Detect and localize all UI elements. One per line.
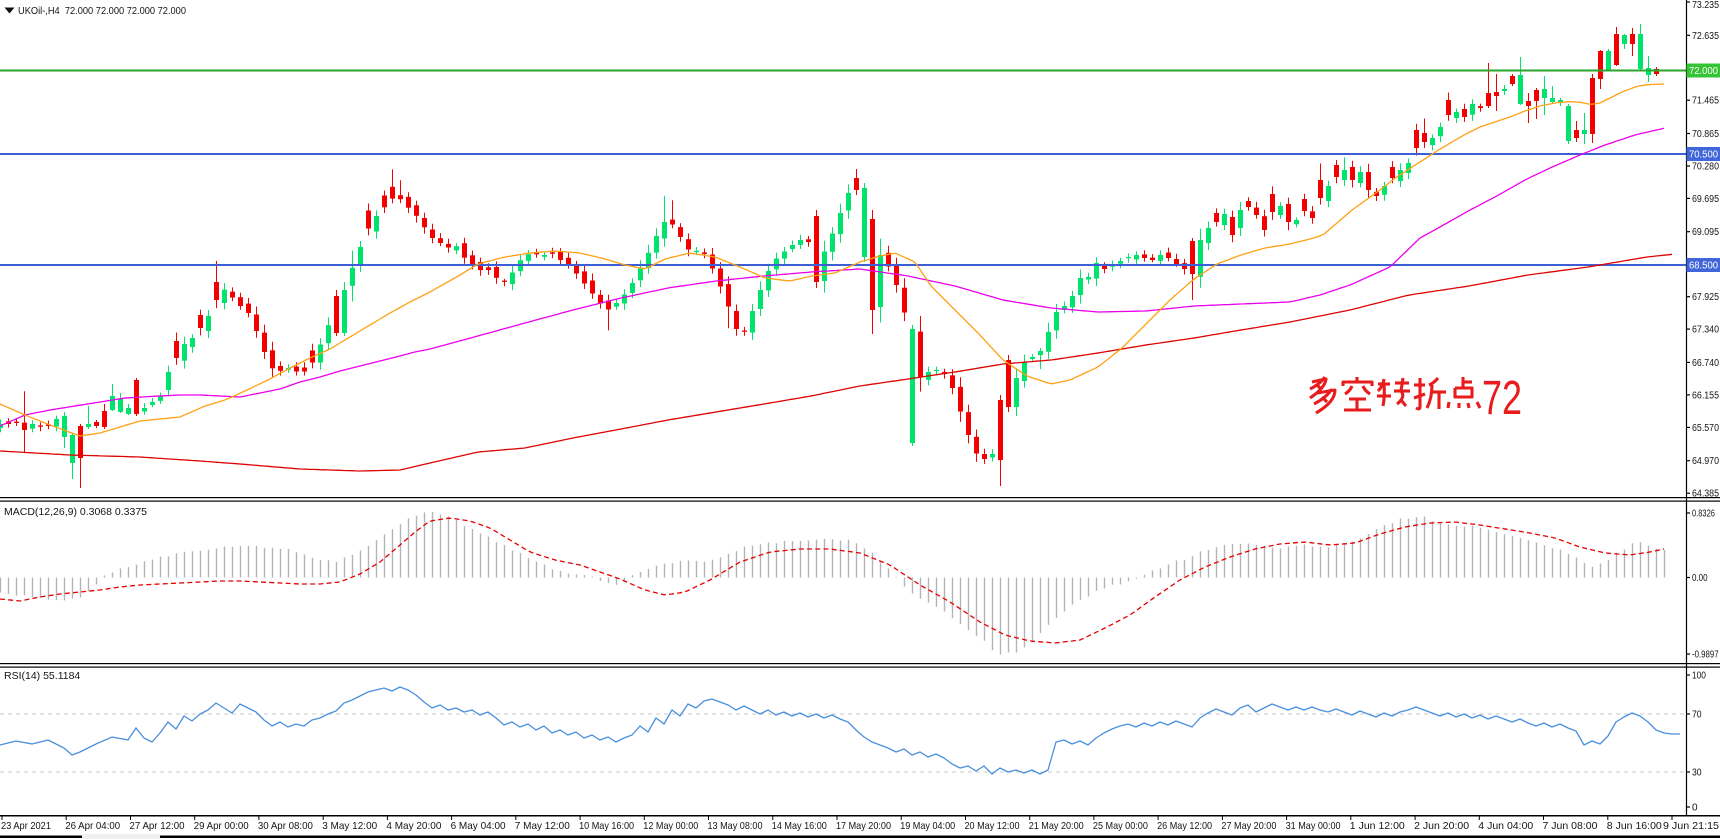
svg-text:9 Jun 21:15: 9 Jun 21:15: [1663, 820, 1719, 832]
svg-text:72.635: 72.635: [1692, 31, 1719, 42]
svg-text:31 May 00:00: 31 May 00:00: [1286, 820, 1341, 832]
svg-text:0.8326: 0.8326: [1692, 509, 1715, 520]
svg-text:64.970: 64.970: [1692, 456, 1719, 467]
svg-text:13 May 08:00: 13 May 08:00: [708, 820, 763, 832]
svg-text:14 May 16:00: 14 May 16:00: [772, 820, 827, 832]
svg-text:66.155: 66.155: [1692, 390, 1719, 401]
svg-text:6 May 04:00: 6 May 04:00: [451, 820, 506, 832]
svg-text:67.340: 67.340: [1692, 325, 1719, 336]
svg-text:4 Jun 04:00: 4 Jun 04:00: [1478, 820, 1533, 832]
svg-text:71.465: 71.465: [1692, 96, 1719, 107]
svg-text:30: 30: [1692, 768, 1702, 779]
svg-text:69.695: 69.695: [1692, 194, 1719, 205]
svg-text:21 May 20:00: 21 May 20:00: [1029, 820, 1084, 832]
svg-text:4 May 20:00: 4 May 20:00: [386, 820, 441, 832]
svg-text:70.865: 70.865: [1692, 129, 1719, 140]
svg-text:69.095: 69.095: [1692, 227, 1719, 238]
svg-text:70.280: 70.280: [1692, 162, 1719, 173]
svg-text:0: 0: [1692, 803, 1698, 814]
svg-text:25 May 00:00: 25 May 00:00: [1093, 820, 1148, 832]
svg-text:66.740: 66.740: [1692, 358, 1719, 369]
svg-text:3 May 12:00: 3 May 12:00: [322, 820, 377, 832]
svg-text:RSI(14) 55.1184: RSI(14) 55.1184: [4, 670, 80, 682]
svg-text:27 Apr 12:00: 27 Apr 12:00: [130, 820, 185, 832]
svg-text:64.385: 64.385: [1692, 489, 1719, 500]
svg-text:1 Jun 12:00: 1 Jun 12:00: [1350, 820, 1405, 832]
svg-text:12 May 00:00: 12 May 00:00: [643, 820, 698, 832]
svg-text:65.570: 65.570: [1692, 423, 1719, 434]
svg-text:26 May 12:00: 26 May 12:00: [1157, 820, 1212, 832]
svg-text:19 May 04:00: 19 May 04:00: [900, 820, 955, 832]
svg-text:7 Jun 08:00: 7 Jun 08:00: [1543, 820, 1598, 832]
svg-text:67.925: 67.925: [1692, 292, 1719, 303]
svg-text:MACD(12,26,9) 0.3068 0.3375: MACD(12,26,9) 0.3068 0.3375: [4, 506, 147, 518]
svg-text:2 Jun 20:00: 2 Jun 20:00: [1414, 820, 1469, 832]
svg-text:23 Apr 2021: 23 Apr 2021: [1, 820, 51, 832]
svg-text:8 Jun 16:00: 8 Jun 16:00: [1607, 820, 1662, 832]
svg-text:0.00: 0.00: [1692, 573, 1708, 584]
svg-text:7 May 12:00: 7 May 12:00: [515, 820, 570, 832]
svg-text:26 Apr 04:00: 26 Apr 04:00: [65, 820, 120, 832]
svg-text:10 May 16:00: 10 May 16:00: [579, 820, 634, 832]
svg-text:68.500: 68.500: [1689, 261, 1718, 272]
svg-text:100: 100: [1692, 671, 1706, 682]
svg-text:70.500: 70.500: [1689, 150, 1718, 161]
svg-text:73.235: 73.235: [1692, 0, 1719, 11]
svg-text:20 May 12:00: 20 May 12:00: [965, 820, 1020, 832]
svg-text:-0.9897: -0.9897: [1692, 650, 1719, 661]
svg-text:72.000: 72.000: [1689, 66, 1718, 77]
svg-text:17 May 20:00: 17 May 20:00: [836, 820, 891, 832]
svg-text:30 Apr 08:00: 30 Apr 08:00: [258, 820, 313, 832]
svg-text:27 May 20:00: 27 May 20:00: [1221, 820, 1276, 832]
svg-text:70: 70: [1692, 710, 1702, 721]
svg-text:72: 72: [1482, 372, 1522, 425]
svg-text:UKOil-,H4 72.000 72.000 72.00: UKOil-,H4 72.000 72.000 72.000 72.000: [18, 5, 186, 17]
svg-text:29 Apr 00:00: 29 Apr 00:00: [194, 820, 249, 832]
